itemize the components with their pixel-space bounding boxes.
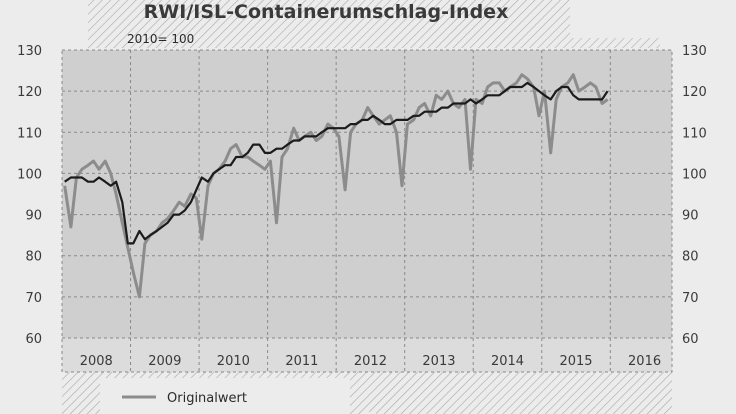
x-tick-label: 2009	[148, 354, 181, 369]
y-tick-label-left: 130	[17, 44, 42, 59]
x-tick-label: 2012	[354, 354, 387, 369]
series-line-seasonal	[64, 81, 609, 245]
legend: Originalwert	[122, 391, 247, 406]
plot-frame	[61, 49, 673, 373]
chart-subtitle: 2010= 100	[127, 32, 194, 46]
x-tick-label: 2015	[559, 354, 592, 369]
y-tick-label-left: 90	[25, 209, 42, 224]
chart-title: RWI/ISL-Containerumschlag-Index	[144, 1, 509, 23]
x-tick-label: 2013	[422, 354, 455, 369]
x-tick-label: 2014	[491, 354, 524, 369]
y-tick-label-right: 70	[682, 291, 699, 306]
y-tick-label-left: 120	[17, 85, 42, 100]
photo-background	[62, 50, 672, 338]
y-tick-label-left: 70	[25, 291, 42, 306]
y-tick-label-right: 110	[682, 126, 707, 141]
x-tick-label: 2008	[80, 354, 113, 369]
y-tick-label-right: 60	[682, 332, 699, 347]
y-tick-label-right: 130	[682, 44, 707, 59]
legend-label-original: Originalwert	[167, 391, 247, 406]
y-tick-label-left: 80	[25, 250, 42, 265]
y-tick-label-left: 100	[17, 167, 42, 182]
y-tick-label-right: 100	[682, 167, 707, 182]
x-tick-label: 2011	[285, 354, 318, 369]
y-tick-label-left: 60	[25, 332, 42, 347]
x-tick-label: 2016	[628, 354, 661, 369]
y-tick-label-right: 80	[682, 250, 699, 265]
y-tick-label-right: 90	[682, 209, 699, 224]
title-banner	[88, 0, 660, 48]
grid-lines	[61, 49, 673, 373]
year-band	[62, 338, 672, 372]
x-tick-label: 2010	[217, 354, 250, 369]
y-tick-label-left: 110	[17, 126, 42, 141]
y-tick-label-right: 120	[682, 85, 707, 100]
